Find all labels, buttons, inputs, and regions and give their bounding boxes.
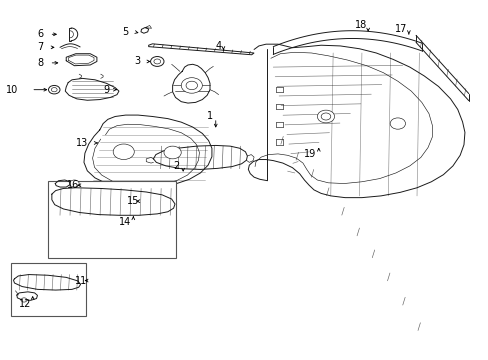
Text: 18: 18	[354, 20, 366, 30]
Circle shape	[48, 85, 60, 94]
Text: 12: 12	[19, 299, 31, 309]
Circle shape	[51, 87, 57, 92]
Circle shape	[154, 59, 160, 64]
Circle shape	[185, 81, 197, 90]
Text: 8: 8	[37, 58, 43, 68]
Circle shape	[181, 78, 202, 93]
Circle shape	[21, 298, 27, 302]
Circle shape	[317, 110, 334, 123]
Circle shape	[321, 113, 330, 120]
Text: 1: 1	[207, 112, 213, 121]
Text: 3: 3	[134, 57, 140, 67]
Text: 6: 6	[37, 29, 43, 39]
Text: 17: 17	[394, 24, 407, 34]
Circle shape	[113, 144, 134, 159]
Circle shape	[163, 146, 181, 159]
Text: 7: 7	[37, 42, 43, 52]
Text: 11: 11	[75, 275, 87, 285]
Text: 9: 9	[103, 85, 109, 95]
Text: 16: 16	[67, 180, 79, 190]
Text: 2: 2	[173, 161, 180, 171]
Text: 5: 5	[122, 27, 128, 37]
Polygon shape	[148, 44, 254, 55]
Bar	[48, 181, 176, 258]
Bar	[11, 263, 86, 316]
Circle shape	[69, 180, 79, 187]
Text: 13: 13	[75, 138, 88, 148]
Text: 19: 19	[304, 149, 316, 158]
Text: 14: 14	[119, 217, 131, 227]
Text: 10: 10	[6, 85, 18, 95]
Circle shape	[389, 118, 405, 129]
Text: 15: 15	[126, 196, 139, 206]
Text: 4: 4	[215, 41, 222, 51]
Circle shape	[150, 57, 163, 66]
